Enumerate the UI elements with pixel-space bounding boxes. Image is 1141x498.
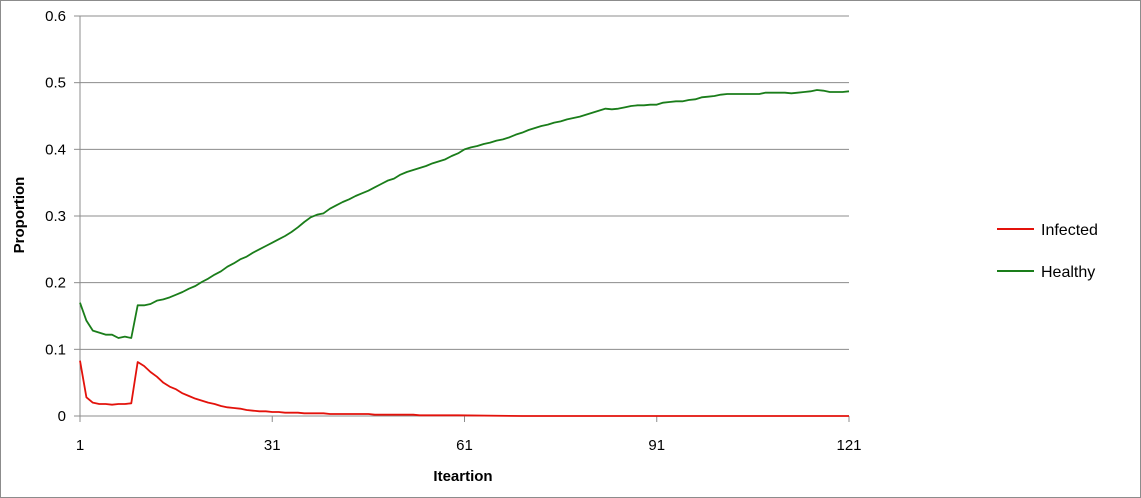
series-line-infected: [79, 360, 849, 417]
x-tick-label-2: 61: [456, 437, 473, 454]
gridlines: [80, 15, 849, 350]
y-tick-label-6: 0.6: [45, 8, 66, 25]
y-tick-label-5: 0.5: [45, 75, 66, 92]
y-tick-label-2: 0.2: [45, 275, 66, 292]
x-tick-label-3: 91: [648, 437, 665, 454]
x-tick-label-1: 31: [264, 437, 281, 454]
y-tick-label-4: 0.4: [45, 141, 66, 158]
y-tick-label-0: 0: [58, 408, 66, 425]
legend-label-healthy: Healthy: [1041, 264, 1095, 281]
y-tick-label-3: 0.3: [45, 208, 66, 225]
y-tick-label-1: 0.1: [45, 341, 66, 358]
series-lines: [79, 89, 850, 417]
legend: Infected Healthy: [997, 222, 1098, 281]
x-tick-label-4: 121: [836, 437, 861, 454]
y-tick-labels: 0 0.1 0.2 0.3 0.4 0.5 0.6: [45, 8, 66, 425]
x-tick-label-0: 1: [76, 437, 84, 454]
x-tick-labels: 1 31 61 91 121: [76, 437, 862, 454]
legend-label-infected: Infected: [1041, 222, 1098, 239]
axes: [74, 15, 850, 422]
series-line-healthy: [79, 89, 850, 339]
x-axis-title: Iteartion: [433, 468, 492, 485]
y-axis-title: Proportion: [11, 177, 28, 254]
